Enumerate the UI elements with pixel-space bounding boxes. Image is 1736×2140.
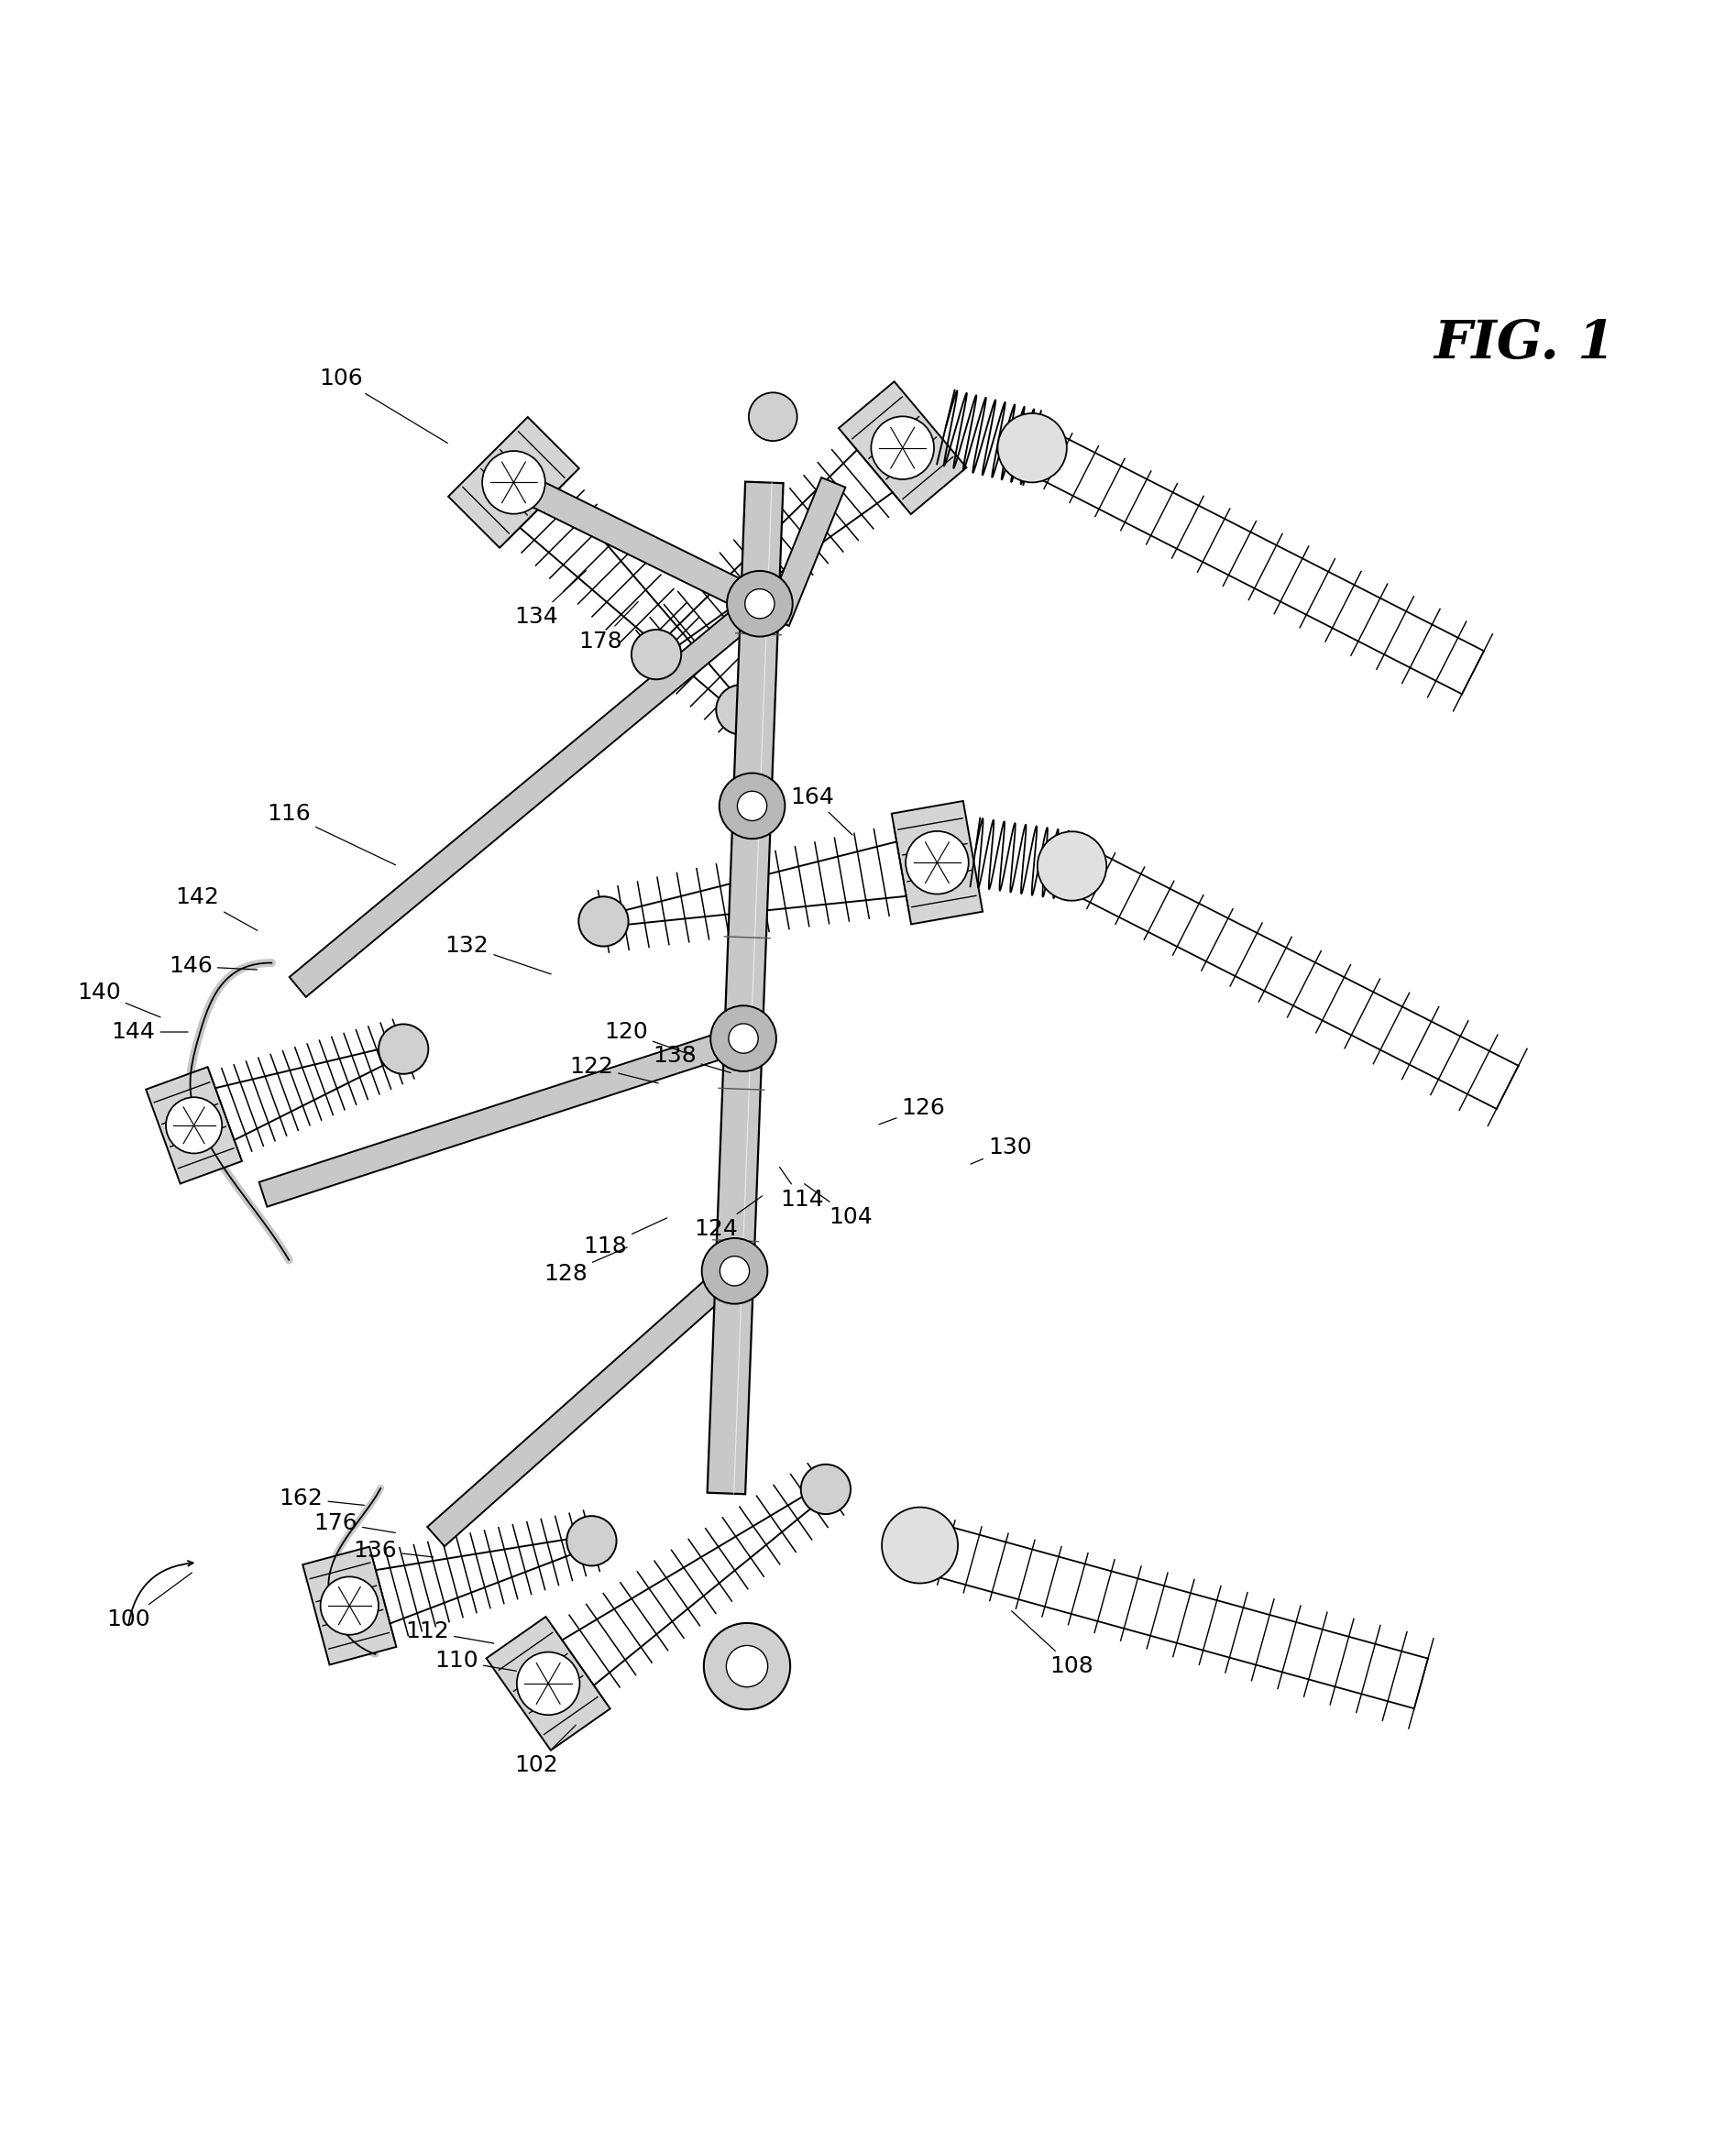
Text: 130: 130 [970, 1136, 1031, 1164]
Text: 176: 176 [314, 1511, 396, 1534]
Circle shape [701, 1239, 767, 1303]
Polygon shape [290, 593, 767, 997]
Text: FIG. 1: FIG. 1 [1434, 319, 1616, 370]
Polygon shape [707, 482, 783, 1494]
Text: 142: 142 [175, 886, 257, 931]
Text: 116: 116 [267, 802, 396, 865]
Circle shape [729, 1023, 759, 1053]
Circle shape [727, 571, 793, 636]
Text: 102: 102 [514, 1725, 576, 1776]
Circle shape [726, 1646, 767, 1686]
Text: 126: 126 [878, 1098, 944, 1124]
Text: 100: 100 [106, 1573, 193, 1631]
Polygon shape [146, 1068, 241, 1183]
Text: 112: 112 [406, 1620, 495, 1644]
Text: 118: 118 [583, 1218, 667, 1258]
Circle shape [517, 1652, 580, 1714]
Polygon shape [486, 1616, 609, 1751]
Polygon shape [448, 417, 580, 548]
Text: 138: 138 [653, 1044, 731, 1072]
Text: 110: 110 [434, 1650, 516, 1671]
Polygon shape [427, 1260, 743, 1547]
Circle shape [167, 1098, 222, 1153]
Text: 104: 104 [804, 1183, 873, 1228]
Circle shape [719, 773, 785, 839]
Text: 162: 162 [279, 1487, 365, 1509]
Text: 128: 128 [543, 1248, 627, 1284]
Text: 124: 124 [694, 1196, 762, 1239]
Text: 146: 146 [168, 954, 257, 978]
Text: 122: 122 [569, 1055, 658, 1083]
Circle shape [745, 588, 774, 618]
Polygon shape [302, 1547, 396, 1665]
Circle shape [578, 897, 628, 946]
Text: 106: 106 [319, 368, 448, 443]
Circle shape [710, 1006, 776, 1072]
Text: 144: 144 [111, 1021, 187, 1042]
Circle shape [378, 1025, 429, 1074]
Circle shape [998, 413, 1066, 482]
Polygon shape [259, 1027, 748, 1207]
Text: 132: 132 [444, 935, 550, 974]
Circle shape [871, 417, 934, 479]
Circle shape [1038, 832, 1106, 901]
Circle shape [738, 792, 767, 822]
Circle shape [906, 830, 969, 895]
Polygon shape [892, 800, 983, 924]
Polygon shape [838, 381, 967, 514]
Text: 108: 108 [1012, 1611, 1094, 1678]
Text: 178: 178 [578, 601, 639, 653]
Circle shape [321, 1577, 378, 1635]
Text: 140: 140 [76, 982, 160, 1016]
Circle shape [483, 452, 545, 514]
Text: 136: 136 [354, 1539, 434, 1562]
Circle shape [720, 1256, 750, 1286]
Circle shape [703, 1622, 790, 1710]
Polygon shape [766, 477, 845, 625]
Circle shape [632, 629, 681, 678]
Polygon shape [507, 471, 766, 616]
Circle shape [748, 392, 797, 441]
Text: 120: 120 [604, 1021, 693, 1055]
Circle shape [566, 1515, 616, 1566]
Text: 114: 114 [779, 1166, 825, 1211]
Circle shape [800, 1464, 851, 1515]
Text: 134: 134 [514, 571, 587, 629]
Text: 164: 164 [792, 785, 852, 835]
Circle shape [717, 685, 766, 734]
Circle shape [882, 1507, 958, 1584]
